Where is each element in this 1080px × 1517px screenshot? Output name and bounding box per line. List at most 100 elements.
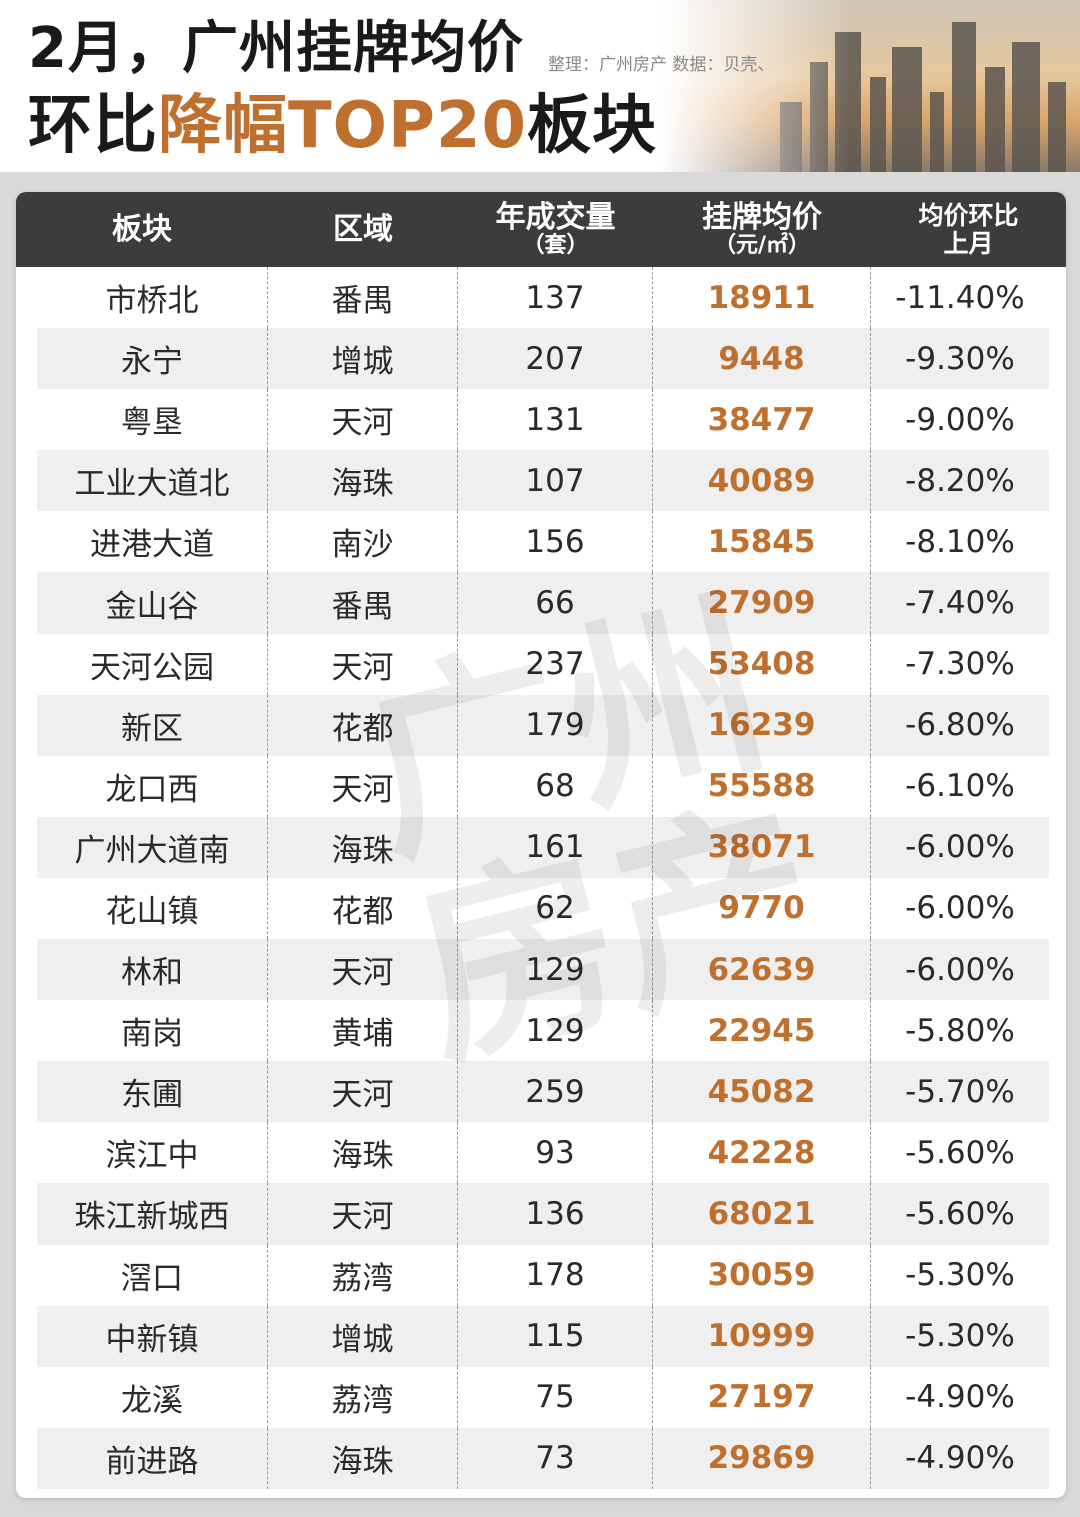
price-cell: 62639 xyxy=(653,939,871,1001)
table-row: 市桥北 番禺 137 18911 -11.40% xyxy=(37,267,1049,329)
source-credit: 整理：广州房产 数据：贝壳、 xyxy=(548,55,775,75)
block-cell: 新区 xyxy=(37,694,268,756)
table-header: 板块 区域 年成交量 （套） 挂牌均价 （元/㎡） 均价环比 上月 xyxy=(16,192,1066,267)
header-banner: 2月，广州挂牌均价 环比降幅TOP20板块 整理：广州房产 数据：贝壳、 xyxy=(0,0,1080,172)
volume-cell: 161 xyxy=(458,816,653,878)
change-cell: -11.40% xyxy=(895,279,1025,316)
volume-cell: 131 xyxy=(458,389,653,451)
price-cell: 27909 xyxy=(653,572,871,634)
price-cell: 16239 xyxy=(653,694,871,756)
district-cell: 天河 xyxy=(268,389,458,451)
table-row: 广州大道南 海珠 161 38071 -6.00% xyxy=(37,816,1049,878)
block-cell: 工业大道北 xyxy=(37,450,268,512)
district-cell: 天河 xyxy=(268,939,458,1001)
price-cell: 15845 xyxy=(653,511,871,573)
table-row: 林和 天河 129 62639 -6.00% xyxy=(37,939,1049,1001)
price-cell: 27197 xyxy=(653,1366,871,1428)
block-cell: 花山镇 xyxy=(37,877,268,940)
price-cell: 10999 xyxy=(653,1305,871,1367)
volume-cell: 137 xyxy=(458,267,653,329)
district-cell: 增城 xyxy=(268,328,458,390)
table-row: 金山谷 番禺 66 27909 -7.40% xyxy=(37,572,1049,634)
change-cell: -5.70% xyxy=(905,1073,1015,1110)
block-cell: 东圃 xyxy=(37,1061,268,1123)
district-cell: 天河 xyxy=(268,1061,458,1123)
district-cell: 荔湾 xyxy=(268,1244,458,1306)
price-cell: 55588 xyxy=(653,755,871,817)
district-cell: 海珠 xyxy=(268,1427,458,1489)
table-row: 永宁 增城 207 9448 -9.30% xyxy=(37,328,1049,390)
change-cell: -6.00% xyxy=(905,829,1015,866)
district-cell: 番禺 xyxy=(268,572,458,634)
change-cell: -9.00% xyxy=(905,401,1015,438)
price-cell: 45082 xyxy=(653,1061,871,1123)
price-cell: 42228 xyxy=(653,1122,871,1184)
table-row: 东圃 天河 259 45082 -5.70% xyxy=(37,1061,1049,1123)
table-row: 工业大道北 海珠 107 40089 -8.20% xyxy=(37,450,1049,512)
table-row: 南岗 黄埔 129 22945 -5.80% xyxy=(37,1000,1049,1062)
change-cell: -6.10% xyxy=(905,768,1015,805)
volume-cell: 129 xyxy=(458,939,653,1001)
district-cell: 花都 xyxy=(268,694,458,756)
title-suffix: 板块 xyxy=(527,89,658,163)
block-cell: 林和 xyxy=(37,939,268,1001)
block-cell: 市桥北 xyxy=(37,267,268,329)
col-header-volume: 年成交量 （套） xyxy=(495,199,616,258)
block-cell: 珠江新城西 xyxy=(37,1183,268,1245)
price-cell: 29869 xyxy=(653,1427,871,1489)
volume-cell: 93 xyxy=(458,1122,653,1184)
change-cell: -5.80% xyxy=(905,1012,1015,1049)
block-cell: 滘口 xyxy=(37,1244,268,1306)
volume-cell: 259 xyxy=(458,1061,653,1123)
price-cell: 9770 xyxy=(653,877,871,940)
price-cell: 18911 xyxy=(653,267,871,329)
page-title-line2: 环比降幅TOP20板块 xyxy=(28,88,657,164)
volume-cell: 156 xyxy=(458,511,653,573)
table-row: 天河公园 天河 237 53408 -7.30% xyxy=(37,633,1049,695)
block-cell: 金山谷 xyxy=(37,572,268,634)
table-row: 进港大道 南沙 156 15845 -8.10% xyxy=(37,511,1049,573)
price-cell: 53408 xyxy=(653,633,871,695)
price-cell: 30059 xyxy=(653,1244,871,1306)
volume-cell: 73 xyxy=(458,1427,653,1489)
price-cell: 40089 xyxy=(653,450,871,512)
change-cell: -8.10% xyxy=(905,523,1015,560)
table-row: 中新镇 增城 115 10999 -5.30% xyxy=(37,1305,1049,1367)
table-row: 珠江新城西 天河 136 68021 -5.60% xyxy=(37,1183,1049,1245)
change-cell: -9.30% xyxy=(905,340,1015,377)
volume-cell: 68 xyxy=(458,755,653,817)
district-cell: 花都 xyxy=(268,877,458,940)
table-row: 粤垦 天河 131 38477 -9.00% xyxy=(37,389,1049,451)
block-cell: 滨江中 xyxy=(37,1122,268,1184)
ranking-table-card: 板块 区域 年成交量 （套） 挂牌均价 （元/㎡） 均价环比 上月 市桥北 番禺 1… xyxy=(16,192,1066,1498)
district-cell: 黄埔 xyxy=(268,1000,458,1062)
price-cell: 38071 xyxy=(653,816,871,878)
table-row: 滘口 荔湾 178 30059 -5.30% xyxy=(37,1244,1049,1306)
table-row: 龙溪 荔湾 75 27197 -4.90% xyxy=(37,1366,1049,1428)
table-body: 市桥北 番禺 137 18911 -11.40% 永宁 增城 207 9448 -9.30% 粤垦天… xyxy=(37,267,1049,1489)
col-header-district: 区域 xyxy=(333,212,393,247)
volume-cell: 107 xyxy=(458,450,653,512)
change-cell: -8.20% xyxy=(905,462,1015,499)
block-cell: 龙口西 xyxy=(37,755,268,817)
block-cell: 广州大道南 xyxy=(37,816,268,878)
change-cell: -4.90% xyxy=(905,1440,1015,1477)
volume-cell: 62 xyxy=(458,877,653,940)
block-cell: 中新镇 xyxy=(37,1305,268,1367)
col-header-block: 板块 xyxy=(112,212,172,247)
change-cell: -5.60% xyxy=(905,1134,1015,1171)
district-cell: 天河 xyxy=(268,1183,458,1245)
district-cell: 天河 xyxy=(268,633,458,695)
table-row: 滨江中 海珠 93 42228 -5.60% xyxy=(37,1122,1049,1184)
change-cell: -4.90% xyxy=(905,1379,1015,1416)
page-title-line1: 2月，广州挂牌均价 xyxy=(28,16,524,81)
block-cell: 前进路 xyxy=(37,1427,268,1489)
district-cell: 增城 xyxy=(268,1305,458,1367)
district-cell: 海珠 xyxy=(268,1122,458,1184)
volume-cell: 75 xyxy=(458,1366,653,1428)
change-cell: -6.80% xyxy=(905,707,1015,744)
price-cell: 38477 xyxy=(653,389,871,451)
change-cell: -5.60% xyxy=(905,1195,1015,1232)
block-cell: 进港大道 xyxy=(37,511,268,573)
price-cell: 9448 xyxy=(653,328,871,390)
